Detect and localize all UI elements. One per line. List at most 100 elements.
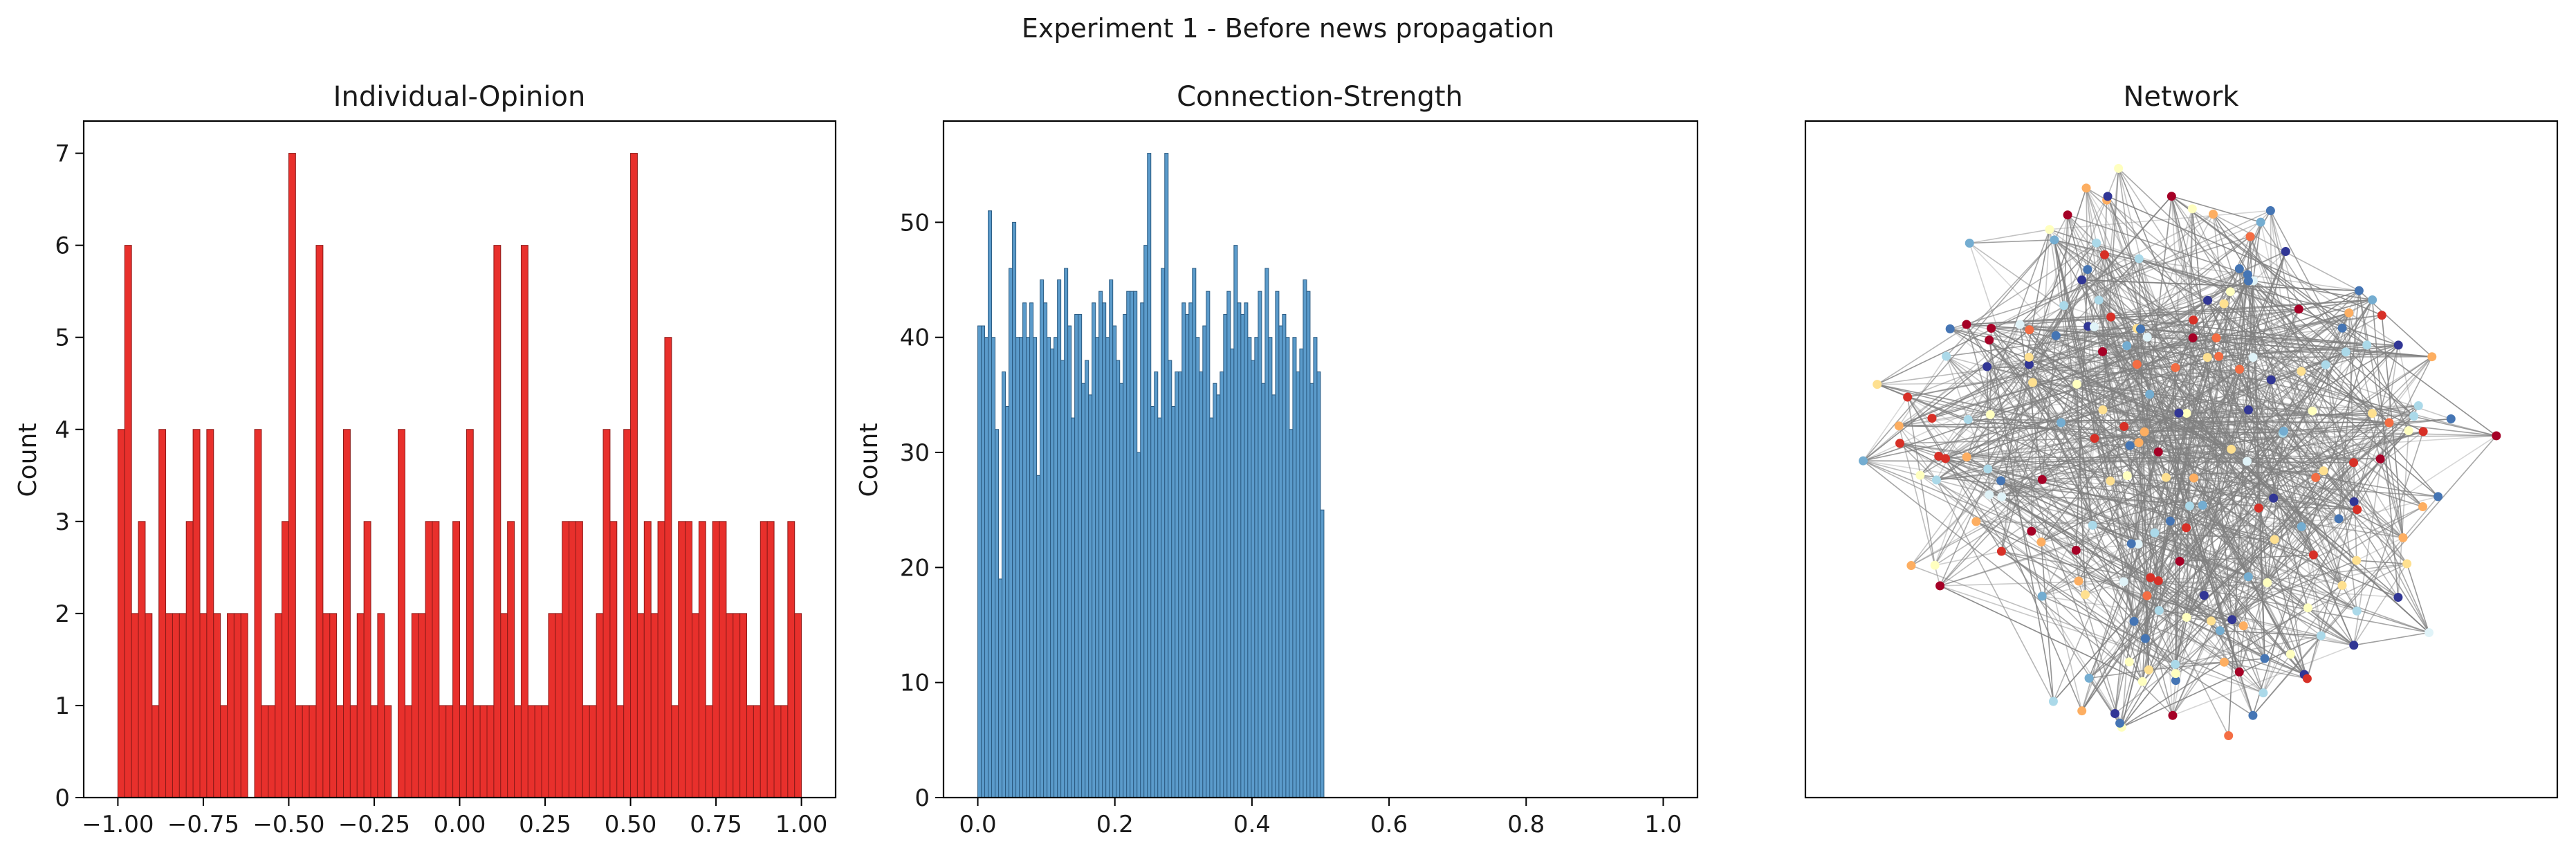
opinion-y-tick-label: 7: [55, 140, 70, 168]
network-edge: [2019, 242, 2097, 325]
strength-bar: [1026, 337, 1031, 798]
opinion-bar: [500, 613, 508, 798]
strength-bar: [1043, 302, 1048, 798]
opinion-y-tick-label: 2: [55, 600, 70, 628]
network-node: [2211, 333, 2221, 343]
network-edge: [2212, 214, 2285, 432]
network-edge: [1945, 458, 2354, 463]
strength-bar: [1258, 291, 1262, 798]
strength-bar: [1195, 337, 1200, 798]
bars-connection-strength: [977, 153, 1325, 798]
network-edge: [2029, 328, 2141, 365]
network-node: [1997, 492, 2007, 502]
network-node: [2404, 426, 2413, 436]
network-node: [2110, 709, 2119, 719]
network-node: [2352, 555, 2362, 565]
network-node: [2302, 674, 2312, 683]
opinion-bar: [261, 705, 269, 798]
network-node: [2074, 576, 2083, 586]
network-edge: [2166, 477, 2404, 539]
network-node: [1982, 362, 1992, 371]
strength-bar: [1105, 337, 1110, 798]
network-node: [2024, 352, 2034, 362]
network-edge: [1989, 479, 2043, 495]
network-edge: [2146, 356, 2220, 596]
opinion-y-tick-label: 5: [55, 324, 70, 352]
network-node: [2189, 473, 2199, 483]
network-node: [1965, 239, 1974, 248]
opinion-bar: [117, 429, 125, 798]
strength-bar: [1015, 337, 1020, 798]
network-node: [2208, 210, 2218, 219]
network-edge: [1966, 324, 2043, 597]
strength-bar: [1002, 371, 1006, 798]
network-edge: [1911, 564, 2175, 665]
network-node: [1934, 451, 1944, 461]
frame-individual-opinion: [82, 120, 837, 799]
network-edge: [2185, 448, 2232, 528]
network-node: [2243, 572, 2253, 582]
strength-bar: [1112, 325, 1117, 798]
network-node: [2297, 522, 2306, 531]
opinion-bar: [404, 705, 412, 798]
strength-bar: [1192, 268, 1197, 798]
strength-bar: [1313, 337, 1318, 798]
network-edge: [1936, 274, 2248, 481]
network-node: [2114, 163, 2124, 173]
network-node: [2260, 654, 2270, 663]
network-node: [2145, 389, 2155, 399]
network-node: [2090, 434, 2099, 443]
opinion-x-tick: −1.00: [82, 798, 154, 838]
opinion-bar: [192, 429, 201, 798]
network-edge: [2085, 581, 2124, 596]
strength-bar: [1220, 371, 1224, 798]
network-edge: [2094, 317, 2112, 439]
network-edge: [2353, 563, 2408, 646]
network-edge: [2150, 577, 2305, 675]
opinion-bar: [555, 613, 563, 798]
network-edge: [1931, 326, 2089, 419]
strength-bar: [988, 210, 993, 798]
network-edge: [2054, 239, 2111, 481]
network-edge: [1863, 460, 2265, 659]
network-node: [2094, 295, 2104, 305]
strength-bar: [1213, 383, 1217, 798]
network-node: [2154, 606, 2164, 616]
network-node: [2098, 405, 2108, 415]
network-node: [2269, 493, 2279, 503]
network-node: [2248, 710, 2258, 720]
network-edge: [2247, 280, 2254, 358]
network-node: [2036, 537, 2046, 547]
network-edge: [1966, 324, 2176, 369]
network-edge: [2129, 445, 2308, 609]
opinion-bar: [616, 705, 625, 798]
network-node: [2311, 472, 2321, 482]
opinion-bar: [650, 613, 659, 798]
network-edge: [2076, 526, 2302, 551]
network-edge: [2171, 195, 2261, 223]
network-node: [2353, 505, 2362, 515]
network-edge: [2312, 435, 2497, 555]
network-edge: [2189, 505, 2404, 539]
network-edge: [2136, 328, 2241, 672]
network-edge: [2216, 337, 2373, 414]
network-node: [1971, 517, 1981, 526]
strength-bar: [1244, 302, 1249, 798]
strength-bar: [1116, 360, 1121, 798]
network-edge: [2094, 438, 2160, 611]
network-edge: [2219, 509, 2358, 632]
network-node: [1894, 421, 1904, 431]
network-node: [2281, 247, 2290, 257]
strength-y-tick: 0: [914, 784, 944, 812]
strength-y-tick-label: 10: [900, 670, 930, 697]
network-edge: [2325, 365, 2355, 502]
network-node: [2202, 353, 2212, 362]
network-edge: [2063, 210, 2271, 306]
strength-x-tick-label: 0.6: [1370, 811, 1408, 838]
opinion-bar: [664, 337, 672, 798]
strength-bar: [1143, 245, 1148, 798]
opinion-bar: [213, 613, 221, 798]
network-edge: [1989, 339, 2355, 646]
opinion-bar: [630, 153, 638, 798]
strength-bar: [1130, 291, 1134, 798]
